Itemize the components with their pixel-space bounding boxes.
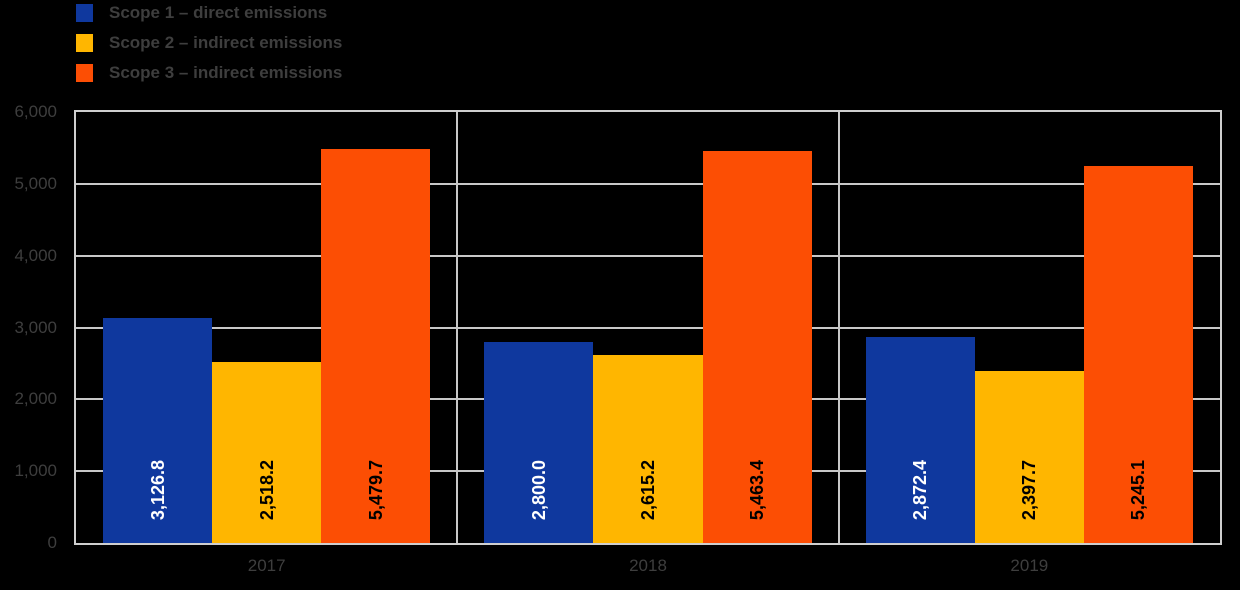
bar-value-2018-scope3: 5,463.4 [747,459,768,520]
scope1-color-swatch [76,4,93,22]
ytick-3000: 3,000 [14,317,57,337]
bar-2018-scope2 [593,355,703,543]
bar-2018-scope1 [484,341,594,543]
panel-divider-2 [837,112,840,543]
bar-2017-scope3 [321,149,431,543]
bar-2019-scope2 [974,370,1084,543]
ytick-1000: 1,000 [14,461,57,481]
legend-label-scope2: Scope 2 – indirect emissions [109,33,343,52]
bar-value-2019-scope3: 5,245.1 [1128,459,1149,520]
gridline-y-4000 [76,254,1220,257]
ytick-4000: 4,000 [14,245,57,265]
legend-label-scope1: Scope 1 – direct emissions [109,3,328,22]
bar-value-2017-scope1: 3,126.8 [147,459,168,520]
xtick-2018: 2018 [629,556,667,575]
bar-2017-scope1 [103,318,213,543]
bar-2017-scope2 [212,362,322,543]
bar-value-2019-scope1: 2,872.4 [910,459,931,520]
bar-2018-scope3 [702,150,812,543]
gridline-y-3000 [76,326,1220,329]
bar-2019-scope3 [1083,166,1193,543]
xtick-2017: 2017 [247,556,286,575]
bar-2019-scope1 [865,336,975,543]
ytick-2000: 2,000 [14,389,57,409]
legend-label-scope3: Scope 3 – indirect emissions [109,63,343,82]
bar-value-2018-scope2: 2,615.2 [638,459,658,520]
legend-item-scope1: Scope 1 – direct emissions [76,2,327,24]
legend-item-scope3: Scope 3 – indirect emissions [76,62,342,84]
panel-divider-1 [456,112,459,543]
legend-item-scope2: Scope 2 – indirect emissions [76,32,342,54]
bar-value-2019-scope2: 2,397.7 [1019,459,1040,520]
bar-value-2018-scope1: 2,800.0 [528,459,549,520]
ytick-0: 0 [47,533,57,552]
ytick-5000: 5,000 [14,173,57,193]
scope2-color-swatch [76,34,93,52]
bar-value-2017-scope2: 2,518.2 [256,459,277,520]
plot-area: 3,126.8 2,518.2 5,479.7 2,800.0 2,615.2 5,463… [74,110,1222,545]
ytick-6000: 6,000 [14,102,57,121]
scope3-color-swatch [76,64,93,82]
xtick-2019: 2019 [1010,556,1049,575]
gridline-y-5000 [76,182,1220,185]
bar-value-2017-scope3: 5,479.7 [365,459,386,520]
